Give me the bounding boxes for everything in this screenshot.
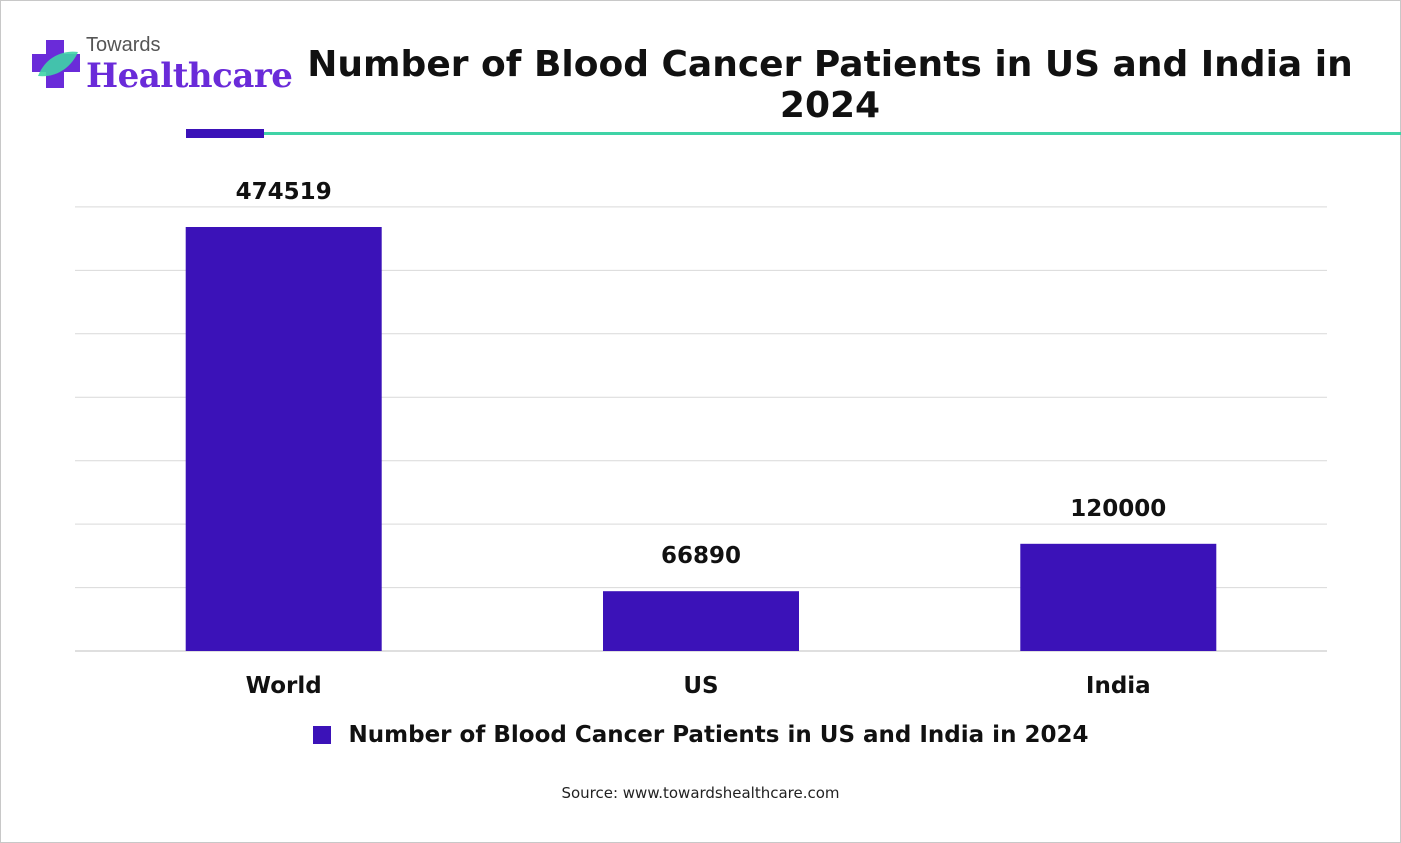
medical-cross-icon — [32, 40, 80, 88]
legend-label: Number of Blood Cancer Patients in US an… — [348, 722, 1089, 748]
legend: Number of Blood Cancer Patients in US an… — [0, 722, 1401, 748]
brand-big-text: Healthcare — [86, 56, 293, 96]
data-label: 120000 — [1070, 496, 1166, 522]
x-tick-label: US — [683, 673, 718, 699]
data-label: 66890 — [661, 543, 741, 569]
title-rule-line — [264, 132, 1401, 135]
bar-world — [185, 227, 382, 651]
legend-swatch — [312, 726, 331, 744]
bar-us — [603, 591, 799, 651]
bar-chart: 474519 World 66890 US 120000 India — [75, 179, 1327, 699]
x-tick-label: World — [246, 673, 322, 699]
chart-title: Number of Blood Cancer Patients in US an… — [307, 44, 1353, 126]
source-note: Source: www.towardshealthcare.com — [561, 784, 840, 802]
x-tick-label: India — [1086, 673, 1151, 699]
title-rule-accent — [186, 129, 264, 138]
data-label: 474519 — [236, 179, 332, 205]
bar-india — [1020, 543, 1217, 651]
brand-small-text: Towards — [86, 34, 161, 56]
brand-logo: Towards Healthcare — [28, 32, 293, 102]
